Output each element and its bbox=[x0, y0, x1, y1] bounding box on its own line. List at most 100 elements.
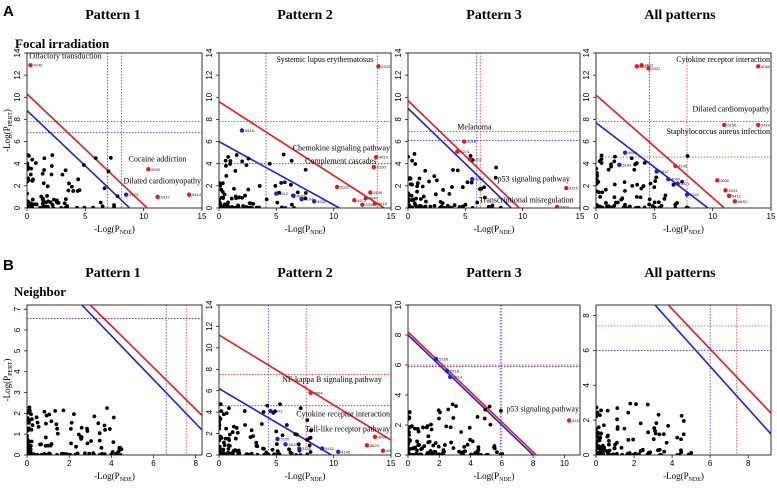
col-title-pattern-2: Pattern 2 bbox=[277, 8, 333, 23]
pathway-point bbox=[27, 405, 32, 410]
pathway-annotation: Staphylococcus aureus infection bbox=[666, 127, 770, 136]
pathway-point bbox=[681, 419, 686, 423]
y-tick-label: 4 bbox=[582, 382, 591, 387]
pathway-point bbox=[102, 186, 107, 191]
pathway-point bbox=[219, 438, 222, 443]
pathway-point bbox=[416, 443, 421, 448]
blue-point-label: 5218 bbox=[450, 369, 460, 374]
pathway-point bbox=[599, 161, 604, 165]
blue-pathway-point bbox=[283, 442, 288, 447]
pathway-point bbox=[67, 181, 71, 186]
red-point-label: 5322 bbox=[381, 64, 391, 69]
blue-pathway-point bbox=[666, 177, 671, 182]
pathway-point bbox=[414, 452, 419, 455]
y-tick-label: 14 bbox=[582, 48, 591, 57]
pathway-point bbox=[223, 436, 228, 441]
plot-frame bbox=[595, 52, 772, 209]
x-tick-label: 8 bbox=[746, 459, 751, 468]
pathway-point bbox=[626, 438, 631, 442]
y-tick-label: 4 bbox=[13, 369, 22, 374]
pathway-point bbox=[423, 168, 428, 173]
red-diagonal-line bbox=[408, 331, 537, 455]
red-point-label: 5030 bbox=[151, 167, 161, 172]
pathway-point bbox=[440, 201, 445, 206]
pathway-point bbox=[27, 439, 31, 444]
red-point-label: 4672 bbox=[357, 198, 367, 203]
pathway-point bbox=[242, 409, 247, 413]
pathway-point bbox=[469, 180, 474, 185]
pathway-point bbox=[255, 452, 260, 455]
pathway-point bbox=[646, 451, 651, 455]
pathway-point bbox=[27, 179, 29, 184]
pathway-point bbox=[470, 205, 475, 208]
red-pathway-point bbox=[634, 64, 640, 69]
pathway-point bbox=[265, 403, 270, 408]
pathway-point bbox=[35, 453, 40, 455]
x-tick-label: 2 bbox=[67, 459, 72, 468]
pathway-point bbox=[251, 434, 255, 439]
pathway-point bbox=[610, 205, 614, 208]
pathway-point bbox=[656, 200, 661, 205]
pathway-point bbox=[78, 435, 83, 439]
pathway-point bbox=[442, 443, 447, 447]
pathway-point bbox=[295, 190, 300, 195]
pathway-point bbox=[487, 404, 492, 409]
pathway-point bbox=[413, 162, 418, 166]
pathway-point bbox=[73, 452, 78, 455]
red-point-label: 5416 bbox=[378, 201, 388, 206]
pathway-point bbox=[432, 174, 437, 179]
red-pathway-point bbox=[755, 64, 761, 69]
red-diagonal-line bbox=[667, 305, 771, 414]
blue-pathway-point bbox=[311, 199, 317, 204]
pathway-point bbox=[27, 176, 30, 181]
pathway-point bbox=[305, 452, 310, 455]
blue-point-label: 4060 bbox=[671, 177, 681, 182]
blue-pathway-point bbox=[448, 374, 453, 380]
pathway-point bbox=[42, 409, 47, 414]
pathway-point bbox=[59, 206, 64, 208]
pathway-point bbox=[294, 453, 299, 455]
blue-pathway-point bbox=[274, 191, 279, 196]
pathway-point bbox=[27, 191, 29, 196]
pathway-point bbox=[411, 446, 416, 451]
pathway-point bbox=[240, 159, 245, 164]
pathway-point bbox=[429, 422, 433, 427]
pathway-point bbox=[303, 167, 308, 172]
x-tick-label: 10 bbox=[518, 212, 527, 221]
pathway-point bbox=[29, 412, 33, 417]
pathway-point bbox=[53, 409, 58, 413]
y-tick-label: 2 bbox=[582, 183, 591, 188]
pathway-point bbox=[654, 175, 659, 180]
pathway-point bbox=[82, 205, 87, 208]
red-point-label: 4115 bbox=[572, 418, 581, 423]
pathway-point bbox=[444, 424, 449, 429]
y-tick-label: 2 bbox=[394, 422, 403, 427]
pathway-point bbox=[596, 450, 598, 455]
pathway-point bbox=[60, 172, 65, 177]
blue-pathway-point bbox=[291, 193, 296, 199]
pathway-point bbox=[249, 428, 254, 433]
pathway-point bbox=[62, 452, 67, 455]
pathway-point bbox=[308, 450, 313, 454]
red-pathway-point bbox=[146, 167, 151, 172]
pathway-point bbox=[605, 204, 609, 208]
y-tick-label: 8 bbox=[582, 117, 591, 122]
pathway-point bbox=[27, 164, 30, 169]
pathway-point bbox=[680, 179, 684, 184]
y-tick-label: 8 bbox=[394, 332, 403, 337]
red-point-label: 5150 bbox=[727, 122, 737, 127]
y-tick-label: 10 bbox=[205, 343, 214, 352]
pathway-point bbox=[107, 427, 112, 431]
pathway-point bbox=[647, 197, 652, 202]
y-tick-label: 4 bbox=[394, 392, 403, 397]
pathway-point bbox=[687, 453, 692, 455]
pathway-point bbox=[44, 421, 48, 426]
pathway-point bbox=[45, 184, 50, 189]
blue-point-label: 4145 bbox=[341, 449, 351, 454]
pathway-point bbox=[441, 188, 445, 192]
pathway-point bbox=[622, 426, 627, 431]
pathway-point bbox=[28, 172, 33, 177]
pathway-point bbox=[424, 453, 429, 455]
pathway-point bbox=[249, 451, 254, 455]
pathway-point bbox=[40, 206, 45, 208]
